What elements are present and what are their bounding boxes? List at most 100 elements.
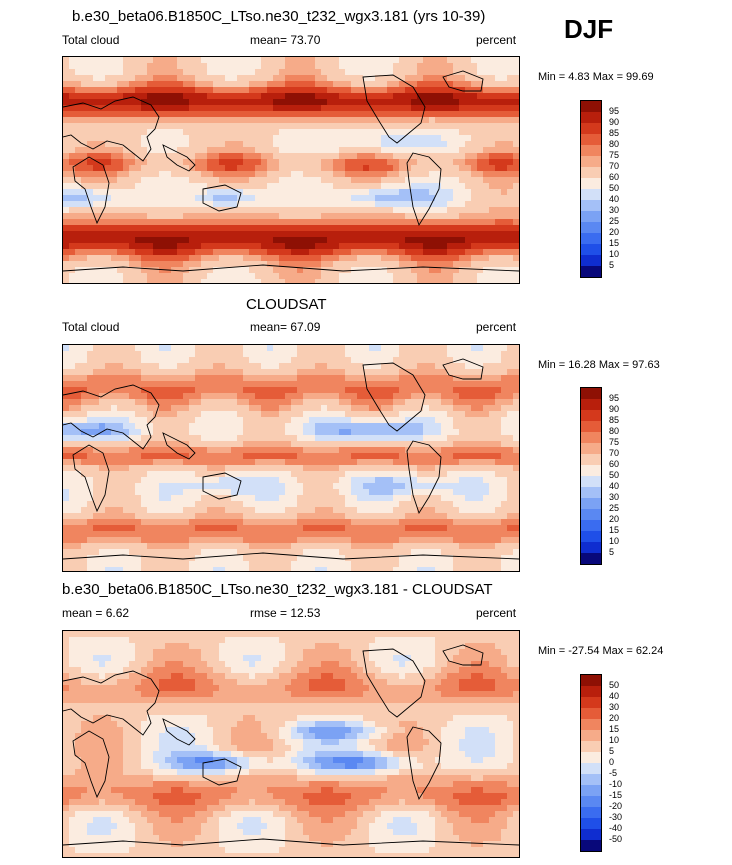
- field-cell: [375, 501, 382, 508]
- field-cell: [183, 75, 190, 82]
- field-cell: [189, 177, 196, 184]
- field-cell: [63, 231, 70, 238]
- field-cell: [495, 99, 502, 106]
- field-cell: [123, 213, 130, 220]
- field-cell: [129, 201, 136, 208]
- field-cell: [177, 405, 184, 412]
- field-cell: [507, 441, 514, 448]
- field-cell: [159, 87, 166, 94]
- field-cell: [261, 159, 268, 166]
- field-cell: [393, 273, 400, 280]
- field-cell: [495, 159, 502, 166]
- field-cell: [345, 117, 352, 124]
- field-cell: [417, 207, 424, 214]
- field-cell: [345, 435, 352, 442]
- field-cell: [63, 87, 70, 94]
- field-cell: [207, 225, 214, 232]
- field-cell: [249, 441, 256, 448]
- field-cell: [285, 237, 292, 244]
- field-cell: [465, 363, 472, 370]
- field-cell: [507, 141, 514, 148]
- field-cell: [507, 135, 514, 142]
- field-cell: [171, 345, 178, 352]
- field-cell: [417, 447, 424, 454]
- field-cell: [405, 189, 412, 196]
- field-cell: [501, 411, 508, 418]
- field-cell: [243, 75, 250, 82]
- field-cell: [237, 465, 244, 472]
- field-cell: [327, 123, 334, 130]
- field-cell: [429, 105, 436, 112]
- field-cell: [357, 471, 364, 478]
- field-cell: [489, 141, 496, 148]
- field-cell: [285, 411, 292, 418]
- field-cell: [213, 69, 220, 76]
- field-cell: [201, 225, 208, 232]
- panel2-units: percent: [476, 320, 517, 334]
- field-cell: [177, 213, 184, 220]
- field-cell: [237, 237, 244, 244]
- field-cell: [159, 387, 166, 394]
- field-cell: [231, 387, 238, 394]
- field-cell: [141, 363, 148, 370]
- field-cell: [63, 219, 70, 226]
- field-cell: [135, 279, 142, 283]
- field-cell: [411, 279, 418, 283]
- field-cell: [75, 375, 82, 382]
- field-cell: [495, 273, 502, 280]
- field-cell: [345, 219, 352, 226]
- field-cell: [429, 381, 436, 388]
- field-cell: [261, 111, 268, 118]
- field-cell: [213, 63, 220, 70]
- field-cell: [171, 441, 178, 448]
- field-cell: [129, 447, 136, 454]
- field-cell: [291, 279, 298, 283]
- field-cell: [429, 279, 436, 283]
- field-cell: [435, 447, 442, 454]
- field-cell: [111, 261, 118, 268]
- field-cell: [213, 435, 220, 442]
- field-cell: [165, 273, 172, 280]
- field-cell: [111, 87, 118, 94]
- field-cell: [471, 381, 478, 388]
- field-cell: [411, 153, 418, 160]
- field-cell: [261, 165, 268, 172]
- field-cell: [153, 405, 160, 412]
- field-cell: [315, 405, 322, 412]
- field-cell: [489, 477, 496, 484]
- field-cell: [261, 417, 268, 424]
- field-cell: [69, 483, 76, 490]
- field-cell: [99, 219, 106, 226]
- field-cell: [453, 111, 460, 118]
- field-cell: [207, 369, 214, 376]
- field-cell: [237, 99, 244, 106]
- field-cell: [453, 465, 460, 472]
- field-cell: [285, 279, 292, 283]
- field-cell: [165, 501, 172, 508]
- field-cell: [225, 459, 232, 466]
- field-cell: [441, 231, 448, 238]
- field-cell: [117, 255, 124, 262]
- field-cell: [417, 87, 424, 94]
- field-cell: [87, 423, 94, 430]
- field-cell: [285, 417, 292, 424]
- field-cell: [447, 99, 454, 106]
- field-cell: [423, 267, 430, 274]
- field-cell: [315, 369, 322, 376]
- field-cell: [471, 177, 478, 184]
- field-cell: [177, 183, 184, 190]
- field-cell: [279, 435, 286, 442]
- field-cell: [123, 195, 130, 202]
- field-cell: [387, 219, 394, 226]
- field-cell: [237, 57, 244, 64]
- field-cell: [357, 489, 364, 496]
- field-cell: [177, 435, 184, 442]
- field-cell: [171, 243, 178, 250]
- field-cell: [339, 453, 346, 460]
- field-cell: [369, 129, 376, 136]
- field-cell: [123, 477, 130, 484]
- field-cell: [423, 129, 430, 136]
- field-cell: [201, 429, 208, 436]
- field-cell: [351, 411, 358, 418]
- field-cell: [513, 369, 519, 376]
